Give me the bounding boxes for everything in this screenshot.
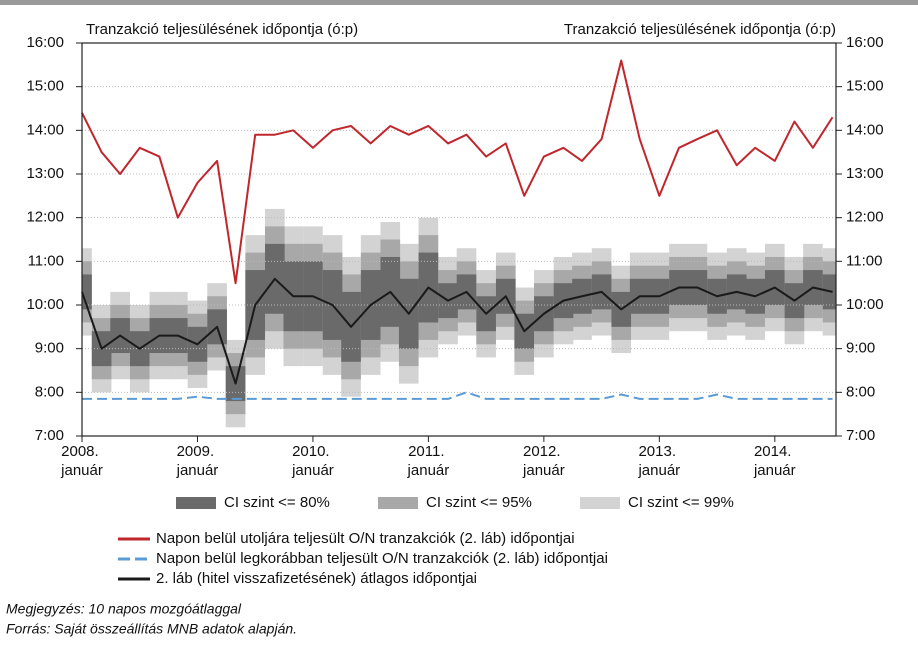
x-tick-label: 2013. január xyxy=(637,443,680,479)
right-axis-title: Tranzakció teljesülésének időpontja (ó:p… xyxy=(564,21,836,38)
series-line xyxy=(81,59,834,285)
x-tick-label: 2009. január xyxy=(176,443,219,479)
legend-swatch xyxy=(176,497,216,509)
plot-frame xyxy=(81,42,837,437)
legend-swatch xyxy=(378,497,418,509)
y-tick-label: 14:00 xyxy=(26,121,64,138)
x-tick-label: 2010. január xyxy=(291,443,334,479)
x-tick-label: 2014. január xyxy=(753,443,796,479)
x-tick-label: 2011. január xyxy=(407,443,450,479)
legend-swatch xyxy=(580,497,620,509)
y-tick-label: 13:00 xyxy=(26,165,64,182)
series-line xyxy=(82,391,833,400)
note: Megjegyzés: 10 napos mozgóátlaggal xyxy=(6,601,242,617)
y2-tick-label: 10:00 xyxy=(846,296,884,313)
y2-tick-label: 14:00 xyxy=(846,121,884,138)
legend-label: Napon belül legkorábban teljesült O/N tr… xyxy=(156,550,608,567)
x-tick-label: 2008. január xyxy=(60,443,103,479)
y-tick-label: 9:00 xyxy=(35,340,64,357)
y-tick-label: 10:00 xyxy=(26,296,64,313)
x-tick-label: 2012. január xyxy=(522,443,565,479)
y-tick-label: 7:00 xyxy=(35,427,64,444)
source: Forrás: Saját összeállítás MNB adatok al… xyxy=(6,621,297,637)
series-line xyxy=(81,277,833,385)
top-bar xyxy=(0,0,918,5)
y-tick-label: 11:00 xyxy=(28,252,64,269)
ci-band xyxy=(82,274,92,310)
y-tick-label: 16:00 xyxy=(26,34,64,51)
y-tick-label: 8:00 xyxy=(35,383,64,400)
y2-tick-label: 15:00 xyxy=(846,78,884,95)
left-axis-title: Tranzakció teljesülésének időpontja (ó:p… xyxy=(86,21,358,38)
y2-tick-label: 7:00 xyxy=(846,427,875,444)
y2-tick-label: 13:00 xyxy=(846,165,884,182)
legend-label: CI szint <= 80% xyxy=(224,494,330,511)
y2-tick-label: 11:00 xyxy=(846,252,882,269)
y2-tick-label: 9:00 xyxy=(846,340,875,357)
y2-tick-label: 8:00 xyxy=(846,383,875,400)
legend-label: Napon belül utoljára teljesült O/N tranz… xyxy=(156,530,575,547)
legend-label: 2. láb (hitel visszafizetésének) átlagos… xyxy=(156,570,477,587)
y-tick-label: 12:00 xyxy=(26,209,64,226)
y2-tick-label: 12:00 xyxy=(846,209,884,226)
legend-label: CI szint <= 95% xyxy=(426,494,532,511)
legend-label: CI szint <= 99% xyxy=(628,494,734,511)
y-tick-label: 15:00 xyxy=(26,78,64,95)
y2-tick-label: 16:00 xyxy=(846,34,884,51)
